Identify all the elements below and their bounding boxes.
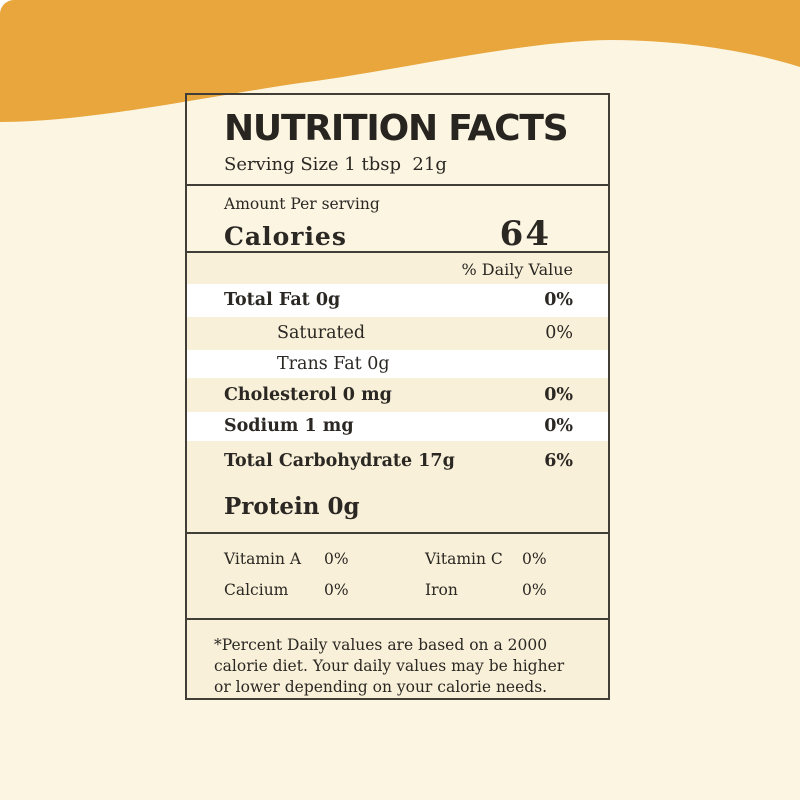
micronutrient-value: 0% [522,549,547,568]
micronutrients-grid: Vitamin A 0% Vitamin C 0% Calcium 0% Iro… [224,550,608,599]
table-row-trans-fat: Trans Fat 0g [187,349,608,378]
nutrient-name: Total Carbohydrate 17g [224,450,455,471]
amount-per-serving-text: Amount Per serving [224,194,380,213]
daily-value-header: % Daily Value [187,252,608,284]
daily-value-header-text: % Daily Value [461,259,573,279]
nutrient-name: Cholesterol 0 mg [224,384,392,405]
nutrition-facts-title: NUTRITION FACTS [224,108,569,149]
calories-row: Calories 64 [224,214,608,254]
header-wave-decoration [0,0,800,122]
micronutrient-name: Vitamin A [224,549,302,568]
micronutrient-value: 0% [324,580,349,599]
table-row-total-fat: Total Fat 0g 0% [187,283,608,317]
nutrient-rows-section: % Daily Value Total Fat 0g 0% Saturated … [187,250,608,532]
nutrient-dv: 0% [544,290,573,311]
micronutrient-value: 0% [522,580,547,599]
nutrient-dv: 0% [544,416,573,437]
nutrient-name: Sodium 1 mg [224,416,354,437]
footnote-section: *Percent Daily values are based on a 200… [187,618,608,698]
table-row-saturated: Saturated 0% [187,316,608,350]
nutrition-facts-panel: NUTRITION FACTS Serving Size 1 tbsp 21g … [185,93,610,700]
nutrient-dv: 6% [544,450,573,471]
calories-value: 64 [499,213,551,254]
serving-size-text: Serving Size 1 tbsp 21g [224,154,447,175]
daily-value-footnote: *Percent Daily values are based on a 200… [214,636,565,697]
table-row-sodium: Sodium 1 mg 0% [187,411,608,441]
micronutrient-value: 0% [324,549,349,568]
micronutrient-name: Vitamin C [425,549,503,568]
nutrient-name: Trans Fat 0g [277,353,390,374]
micronutrient-name: Calcium [224,580,289,599]
label-header-section: NUTRITION FACTS Serving Size 1 tbsp 21g [187,95,608,184]
nutrient-name: Saturated [277,323,366,344]
nutrient-name: Total Fat 0g [224,290,341,311]
table-row-total-carbohydrate: Total Carbohydrate 17g 6% [187,440,608,481]
protein-row: Protein 0g [187,480,608,532]
table-row-cholesterol: Cholesterol 0 mg 0% [187,377,608,412]
micronutrients-section: Vitamin A 0% Vitamin C 0% Calcium 0% Iro… [187,531,608,619]
nutrient-dv: 0% [544,384,573,405]
nutrient-dv: 0% [545,323,573,344]
calories-label: Calories [224,221,347,251]
micronutrient-name: Iron [425,580,458,599]
calories-section: Amount Per serving Calories 64 [187,183,608,254]
